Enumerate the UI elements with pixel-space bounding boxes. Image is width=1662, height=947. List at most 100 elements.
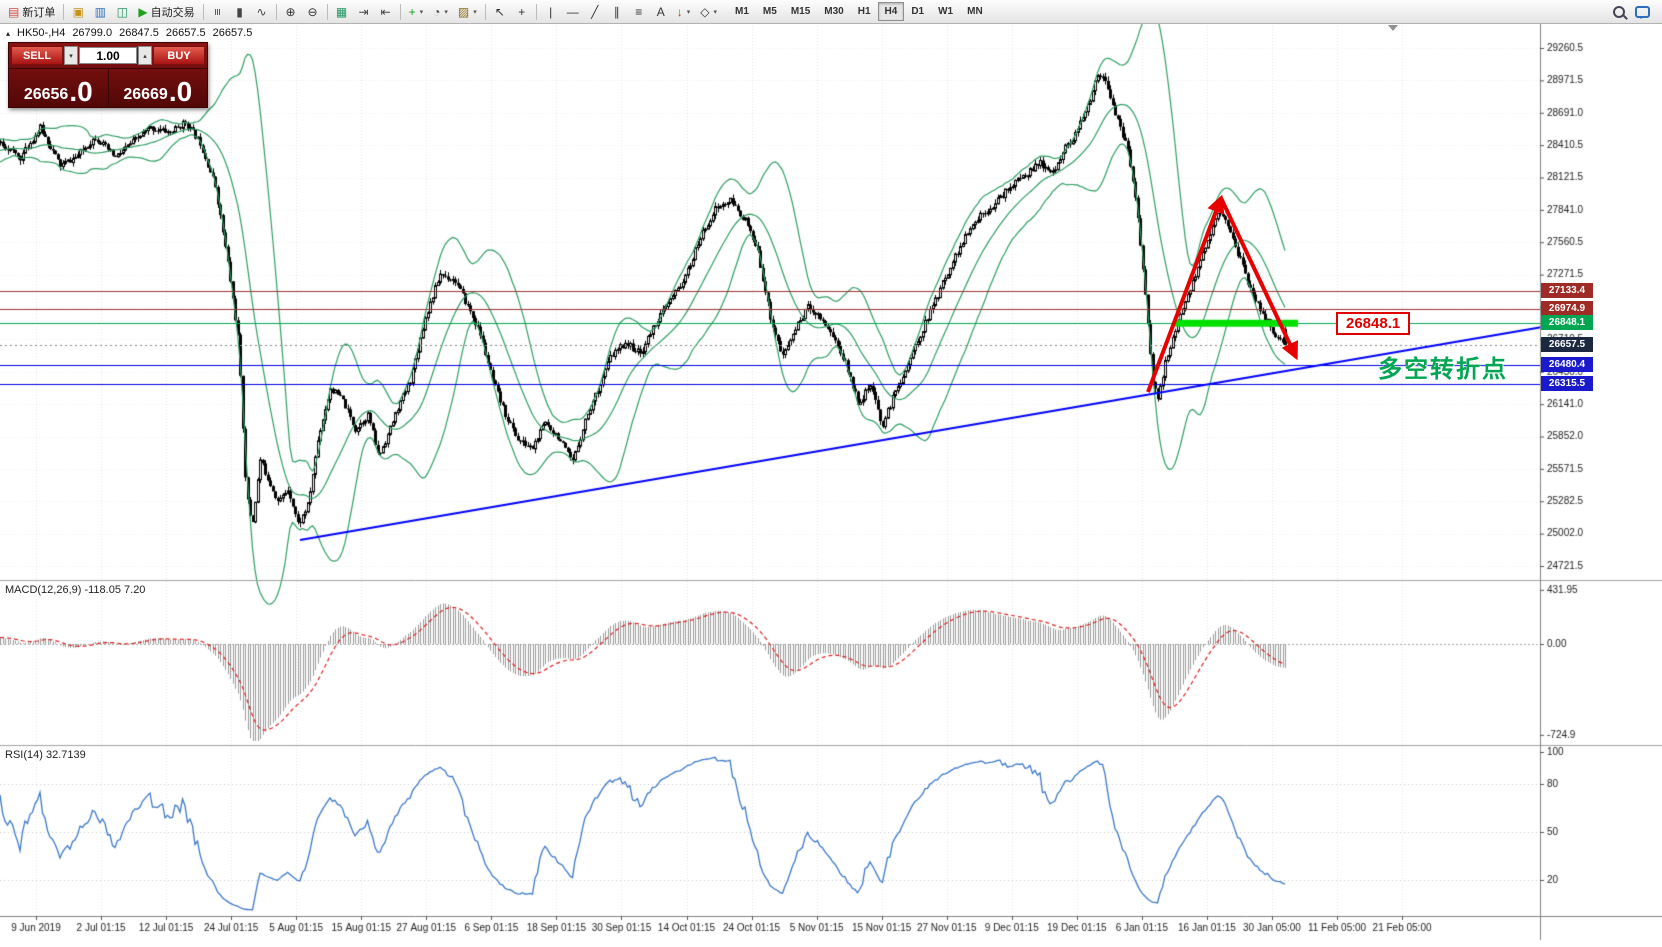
chevron-down-icon: ▾: [686, 8, 691, 16]
vertical-line-button[interactable]: |: [541, 2, 561, 22]
tile-windows-button[interactable]: ▦: [332, 2, 352, 22]
timeframe-m15-button[interactable]: M15: [784, 2, 817, 21]
trade-panel-controls: SELL ▾ ▴ BUY: [9, 43, 207, 68]
rsi-indicator-label: RSI(14) 32.7139: [5, 749, 86, 761]
arrows-button[interactable]: ↓ ▾: [673, 2, 695, 22]
auto-scroll-button[interactable]: ⇥: [354, 2, 374, 22]
timeframe-h4-button[interactable]: H4: [877, 2, 905, 21]
timeframe-m1-button[interactable]: M1: [728, 2, 756, 21]
autotrading-label: 自动交易: [150, 6, 195, 19]
text-label-icon: A: [656, 4, 665, 19]
chart-ohlc-header: ▴ HK50-,H4 26799.0 26847.5 26657.5 26657…: [6, 27, 252, 39]
ohlc-open: 26799.0: [72, 27, 113, 39]
profiles-icon: ▥: [94, 4, 107, 19]
indicators-icon: +: [408, 4, 416, 19]
chevron-down-icon: ▾: [473, 8, 477, 16]
trendline-icon: ╱: [591, 4, 599, 19]
chevron-down-icon: ▾: [419, 8, 424, 16]
indicators-button[interactable]: + ▾: [405, 2, 428, 22]
equidistant-channel-button[interactable]: ∥: [607, 2, 627, 22]
volume-input[interactable]: [79, 47, 137, 64]
timeframe-h1-button[interactable]: H1: [851, 2, 878, 21]
sell-button[interactable]: SELL: [11, 46, 63, 65]
new-order-label: 新订单: [22, 6, 56, 19]
periods-button[interactable]: ◔ ▾: [429, 2, 452, 22]
line-chart-icon: ∿: [256, 4, 267, 19]
timeframe-m5-button[interactable]: M5: [756, 2, 784, 21]
timeframe-w1-button[interactable]: W1: [931, 2, 960, 21]
toolbar-separator: [399, 3, 401, 20]
text-label-button[interactable]: A: [651, 2, 671, 22]
turning-point-annotation[interactable]: 多空转折点: [1378, 356, 1508, 383]
toolbar-buttons: ▤ 新订单 ▣ ▥ ◫ ▶ 自动交易 ≡ ▮ ∿ ⊕ ⊖ ▦ ⇥ ⇤ + ▾ ◔ ▾ ▨ ▾ ↖ + | — ╱ ∥ ≡ A ↓ ▾ ◇ ▾: [3, 2, 722, 22]
sell-price[interactable]: 26656 .0: [9, 69, 109, 107]
charts-cascade-button[interactable]: ▣: [68, 2, 88, 22]
toolbar-separator: [326, 3, 328, 20]
timeframe-m30-button[interactable]: M30: [817, 2, 850, 21]
timeframe-mn-button[interactable]: MN: [960, 2, 990, 21]
shapes-button[interactable]: ◇ ▾: [696, 2, 721, 22]
ohlc-high: 26847.5: [119, 27, 159, 39]
buy-price[interactable]: 26669 .0: [109, 69, 208, 107]
chevron-down-icon: ▾: [444, 8, 448, 16]
autotrading-button[interactable]: ▶ 自动交易: [134, 2, 198, 22]
horizontal-line-icon: —: [566, 4, 579, 19]
symbol-period-label: HK50-,H4: [17, 27, 66, 39]
one-click-collapse-icon[interactable]: ▴: [6, 28, 11, 38]
profiles-button[interactable]: ▥: [90, 2, 110, 22]
toolbar-right: [1608, 2, 1659, 22]
buy-button[interactable]: BUY: [153, 46, 205, 65]
chart-shift-marker[interactable]: [1388, 25, 1398, 36]
toolbar-separator: [63, 3, 65, 20]
main-toolbar: ▤ 新订单 ▣ ▥ ◫ ▶ 自动交易 ≡ ▮ ∿ ⊕ ⊖ ▦ ⇥ ⇤ + ▾ ◔ ▾ ▨ ▾ ↖ + | — ╱ ∥ ≡ A ↓ ▾ ◇ ▾ M…: [0, 0, 1662, 24]
toolbar-separator: [275, 3, 277, 20]
auto-scroll-icon: ⇥: [358, 4, 369, 19]
templates-button[interactable]: ▨ ▾: [454, 2, 481, 22]
crosshair-button[interactable]: +: [512, 2, 532, 22]
new-order-button[interactable]: ▤ 新订单: [4, 2, 59, 22]
toolbar-separator: [535, 3, 537, 20]
periods-icon: ◔: [433, 4, 441, 19]
trade-panel-prices: 26656 .0 26669 .0: [9, 68, 207, 107]
market-watch-button[interactable]: ◫: [112, 2, 132, 22]
level-annotation-box[interactable]: 26848.1: [1336, 312, 1411, 335]
volume-increase-button[interactable]: ▴: [138, 46, 152, 65]
price-tag: 26974.9: [1541, 300, 1593, 316]
macd-indicator-label: MACD(12,26,9) -118.05 7.20: [5, 584, 146, 596]
shapes-icon: ◇: [700, 4, 710, 19]
sell-price-main: 26656: [23, 86, 69, 103]
arrows-icon: ↓: [676, 4, 683, 19]
chart-shift-icon: ⇤: [380, 4, 391, 19]
trendline-button[interactable]: ╱: [585, 2, 605, 22]
fibonacci-button[interactable]: ≡: [629, 2, 649, 22]
buy-price-main: 26669: [123, 86, 168, 103]
zoom-out-button[interactable]: ⊖: [303, 2, 323, 22]
market-watch-icon: ◫: [116, 4, 129, 19]
toolbar-separator: [202, 3, 204, 20]
price-tag: 27133.4: [1541, 282, 1593, 298]
bubble-icon: [1635, 5, 1650, 19]
fibonacci-icon: ≡: [635, 4, 643, 19]
search-button[interactable]: [1609, 2, 1629, 22]
line-chart-button[interactable]: ∿: [252, 2, 272, 22]
chart-shift-button[interactable]: ⇤: [376, 2, 396, 22]
candlestick-chart-button[interactable]: ▮: [230, 2, 250, 22]
zoom-in-button[interactable]: ⊕: [281, 2, 301, 22]
zoom-out-icon: ⊖: [307, 4, 318, 19]
timeframe-d1-button[interactable]: D1: [904, 2, 931, 21]
autotrading-icon: ▶: [138, 4, 148, 19]
bar-chart-button[interactable]: ≡: [208, 2, 228, 22]
volume-decrease-button[interactable]: ▾: [64, 46, 78, 65]
bar-chart-icon: ≡: [210, 7, 225, 16]
one-click-trading-panel: SELL ▾ ▴ BUY 26656 .0 26669 .0: [8, 42, 208, 108]
equidistant-channel-icon: ∥: [613, 4, 620, 19]
ohlc-close: 26657.5: [212, 27, 253, 39]
horizontal-line-button[interactable]: —: [563, 2, 583, 22]
tile-windows-icon: ▦: [335, 4, 348, 19]
candlestick-chart-icon: ▮: [236, 4, 243, 19]
cursor-button[interactable]: ↖: [490, 2, 510, 22]
community-button[interactable]: [1631, 2, 1654, 22]
chevron-down-icon: ▾: [713, 8, 717, 16]
